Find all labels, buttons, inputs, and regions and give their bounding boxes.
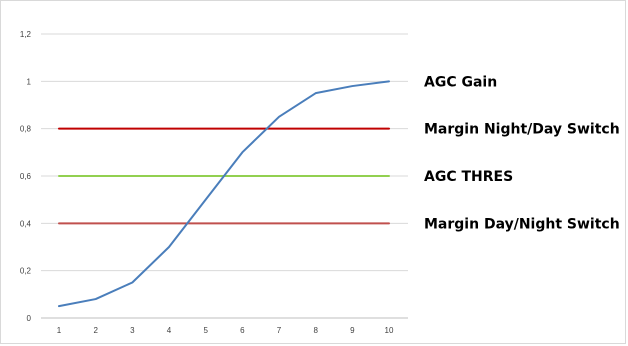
gridlines — [41, 33, 408, 272]
x-tick-label: 3 — [130, 326, 135, 335]
y-tick-label: 1 — [27, 77, 32, 86]
series-annotations: AGC Gain Margin Night/Day Switch AGC THRES… — [424, 74, 620, 232]
x-tick-label: 5 — [203, 326, 208, 335]
series-label-margin-night-day-switch: Margin Night/Day Switch — [424, 122, 620, 138]
x-tick-label: 8 — [313, 326, 318, 335]
x-tick-label: 7 — [277, 326, 282, 335]
y-axis: 0 0,2 0,4 0,6 0,8 1 1,2 — [20, 30, 32, 323]
y-tick-label: 1,2 — [20, 30, 32, 39]
series-label-margin-day-night-switch: Margin Day/Night Switch — [424, 216, 620, 232]
x-axis: 1 2 3 4 5 6 7 8 9 10 — [41, 317, 408, 335]
series-label-agc-gain: AGC Gain — [424, 74, 497, 90]
y-tick-label: 0,8 — [20, 125, 32, 134]
x-tick-label: 4 — [167, 326, 172, 335]
x-tick-label: 1 — [57, 326, 62, 335]
series-label-agc-thres: AGC THRES — [424, 169, 513, 185]
series-line-agc-gain — [58, 80, 390, 308]
x-tick-label: 6 — [240, 326, 245, 335]
y-tick-label: 0,4 — [20, 219, 32, 228]
x-tick-label: 10 — [385, 326, 394, 335]
x-tick-label: 9 — [350, 326, 355, 335]
y-tick-label: 0,6 — [20, 172, 32, 181]
y-tick-label: 0 — [27, 314, 32, 323]
x-tick-label: 2 — [93, 326, 98, 335]
series-lines — [58, 80, 390, 308]
y-tick-label: 0,2 — [20, 267, 32, 276]
